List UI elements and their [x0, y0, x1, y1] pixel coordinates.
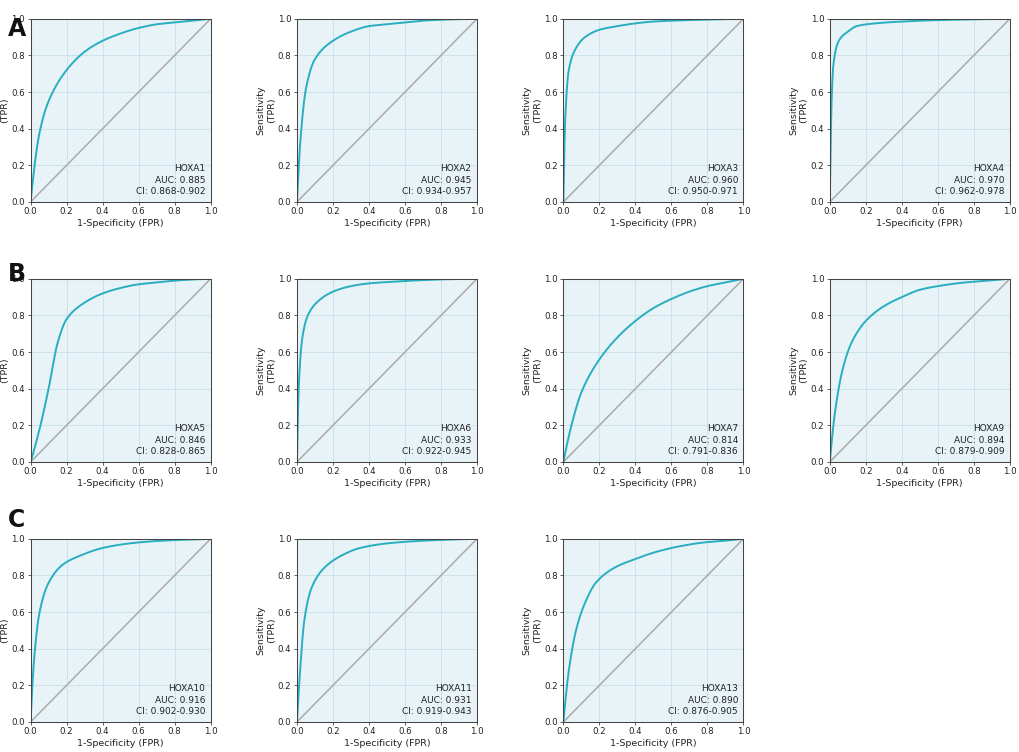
Text: HOXA13
AUC: 0.890
CI: 0.876-0.905: HOXA13 AUC: 0.890 CI: 0.876-0.905	[667, 684, 738, 717]
X-axis label: 1-Specificity (FPR): 1-Specificity (FPR)	[77, 479, 164, 488]
X-axis label: 1-Specificity (FPR): 1-Specificity (FPR)	[875, 220, 962, 229]
X-axis label: 1-Specificity (FPR): 1-Specificity (FPR)	[875, 479, 962, 488]
Text: C: C	[8, 508, 25, 532]
X-axis label: 1-Specificity (FPR): 1-Specificity (FPR)	[609, 479, 696, 488]
Y-axis label: Sensitivity
(TPR): Sensitivity (TPR)	[0, 86, 9, 135]
Text: A: A	[8, 17, 26, 41]
Y-axis label: Sensitivity
(TPR): Sensitivity (TPR)	[256, 346, 275, 395]
Text: HOXA2
AUC: 0.945
CI: 0.934-0.957: HOXA2 AUC: 0.945 CI: 0.934-0.957	[401, 164, 471, 196]
X-axis label: 1-Specificity (FPR): 1-Specificity (FPR)	[343, 739, 430, 748]
Y-axis label: Sensitivity
(TPR): Sensitivity (TPR)	[256, 86, 275, 135]
X-axis label: 1-Specificity (FPR): 1-Specificity (FPR)	[343, 479, 430, 488]
Y-axis label: Sensitivity
(TPR): Sensitivity (TPR)	[789, 86, 808, 135]
Y-axis label: Sensitivity
(TPR): Sensitivity (TPR)	[0, 346, 9, 395]
Text: HOXA3
AUC: 0.960
CI: 0.950-0.971: HOXA3 AUC: 0.960 CI: 0.950-0.971	[667, 164, 738, 196]
X-axis label: 1-Specificity (FPR): 1-Specificity (FPR)	[343, 220, 430, 229]
Y-axis label: Sensitivity
(TPR): Sensitivity (TPR)	[0, 605, 9, 655]
Text: HOXA10
AUC: 0.916
CI: 0.902-0.930: HOXA10 AUC: 0.916 CI: 0.902-0.930	[136, 684, 205, 717]
Y-axis label: Sensitivity
(TPR): Sensitivity (TPR)	[256, 605, 275, 655]
Text: B: B	[8, 262, 26, 286]
Text: HOXA7
AUC: 0.814
CI: 0.791-0.836: HOXA7 AUC: 0.814 CI: 0.791-0.836	[667, 424, 738, 456]
X-axis label: 1-Specificity (FPR): 1-Specificity (FPR)	[77, 220, 164, 229]
Y-axis label: Sensitivity
(TPR): Sensitivity (TPR)	[522, 346, 542, 395]
Y-axis label: Sensitivity
(TPR): Sensitivity (TPR)	[789, 346, 808, 395]
Text: HOXA6
AUC: 0.933
CI: 0.922-0.945: HOXA6 AUC: 0.933 CI: 0.922-0.945	[401, 424, 471, 456]
Y-axis label: Sensitivity
(TPR): Sensitivity (TPR)	[522, 605, 542, 655]
Text: HOXA11
AUC: 0.931
CI: 0.919-0.943: HOXA11 AUC: 0.931 CI: 0.919-0.943	[401, 684, 471, 717]
Text: HOXA4
AUC: 0.970
CI: 0.962-0.978: HOXA4 AUC: 0.970 CI: 0.962-0.978	[934, 164, 1004, 196]
X-axis label: 1-Specificity (FPR): 1-Specificity (FPR)	[609, 220, 696, 229]
X-axis label: 1-Specificity (FPR): 1-Specificity (FPR)	[609, 739, 696, 748]
Text: HOXA5
AUC: 0.846
CI: 0.828-0.865: HOXA5 AUC: 0.846 CI: 0.828-0.865	[136, 424, 205, 456]
Text: HOXA9
AUC: 0.894
CI: 0.879-0.909: HOXA9 AUC: 0.894 CI: 0.879-0.909	[933, 424, 1004, 456]
Y-axis label: Sensitivity
(TPR): Sensitivity (TPR)	[522, 86, 542, 135]
X-axis label: 1-Specificity (FPR): 1-Specificity (FPR)	[77, 739, 164, 748]
Text: HOXA1
AUC: 0.885
CI: 0.868-0.902: HOXA1 AUC: 0.885 CI: 0.868-0.902	[136, 164, 205, 196]
